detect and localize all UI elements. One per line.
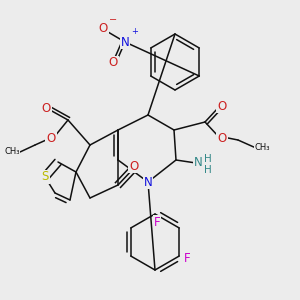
Text: S: S — [41, 170, 49, 184]
Text: CH₃: CH₃ — [4, 148, 20, 157]
Text: N: N — [194, 157, 202, 169]
Text: O: O — [218, 131, 226, 145]
Text: H: H — [204, 154, 212, 164]
Text: N: N — [121, 35, 129, 49]
Text: O: O — [41, 101, 51, 115]
Text: CH₃: CH₃ — [254, 143, 270, 152]
Text: O: O — [129, 160, 139, 172]
Text: O: O — [46, 131, 56, 145]
Text: F: F — [154, 215, 160, 229]
Text: H: H — [204, 165, 212, 175]
Text: +: + — [132, 28, 138, 37]
Text: F: F — [184, 253, 190, 266]
Text: N: N — [144, 176, 152, 188]
Text: O: O — [108, 56, 118, 70]
Text: −: − — [109, 15, 117, 25]
Text: O: O — [218, 100, 226, 112]
Text: O: O — [98, 22, 108, 35]
